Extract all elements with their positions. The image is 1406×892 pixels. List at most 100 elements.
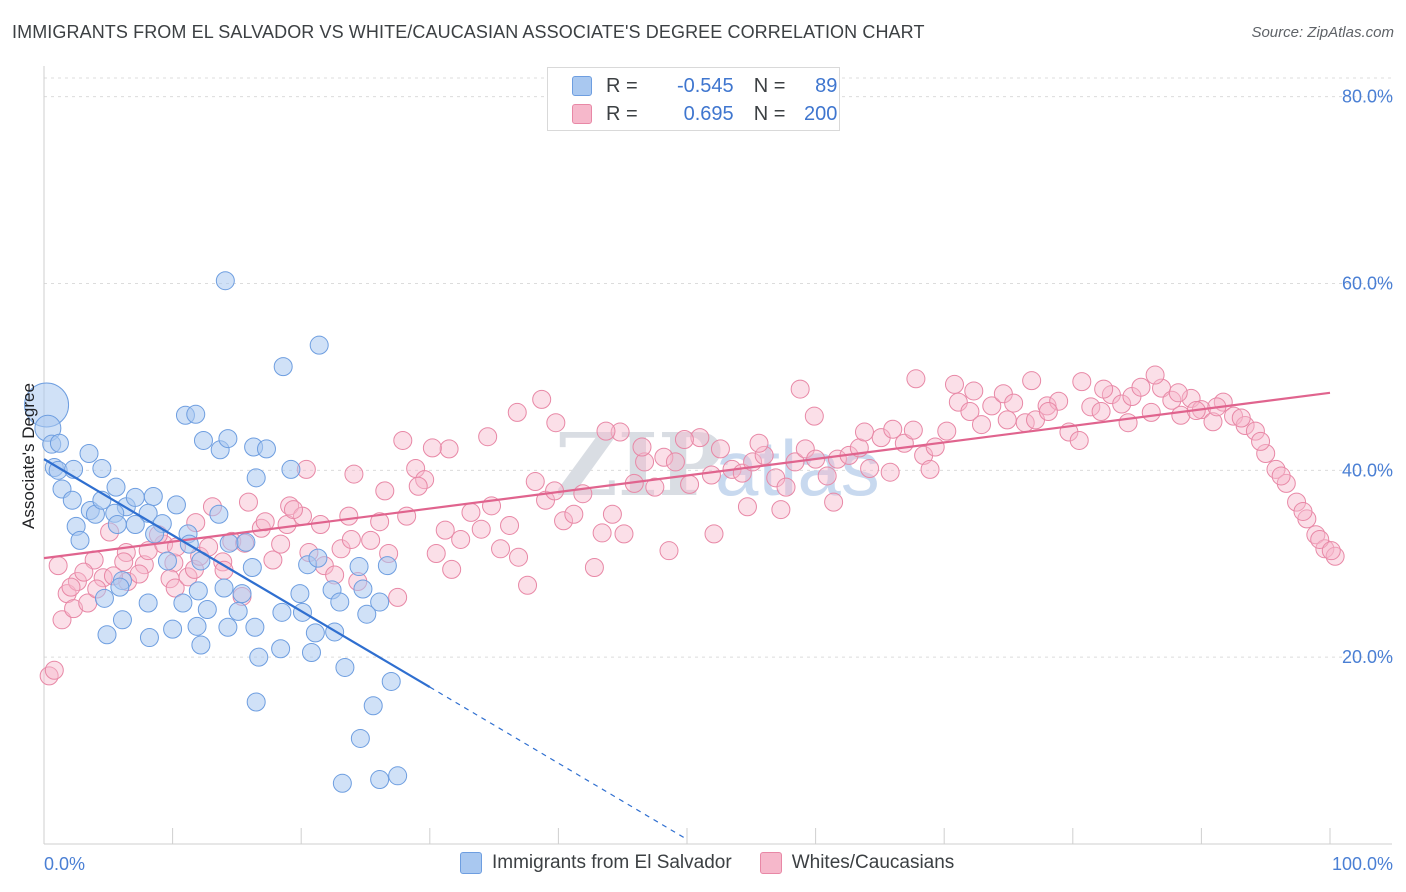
el-salvador-point — [271, 639, 291, 659]
legend-n-value: 200 — [804, 102, 838, 125]
whites-point — [737, 497, 757, 517]
whites-point — [238, 492, 258, 512]
el-salvador-point — [309, 335, 329, 355]
el-salvador-point — [330, 592, 350, 612]
el-salvador-point — [92, 458, 112, 478]
whites-point — [1162, 390, 1182, 410]
el-salvador-point — [249, 647, 269, 667]
legend-n-label: N = — [753, 74, 786, 97]
whites-point — [1231, 408, 1251, 428]
el-salvador-point — [377, 556, 397, 576]
whites-point — [478, 427, 498, 447]
whites-point — [964, 381, 984, 401]
whites-point — [263, 550, 283, 570]
whites-point — [610, 422, 630, 442]
el-salvador-point — [305, 623, 325, 643]
el-salvador-point — [157, 551, 177, 571]
el-salvador-point — [138, 593, 158, 613]
whites-point — [500, 515, 520, 535]
legend-row-whites: R = 0.695 N = 200 — [572, 101, 837, 127]
el-salvador-point — [353, 579, 373, 599]
legend-n-label: N = — [753, 102, 786, 125]
el-salvador-point — [218, 429, 238, 449]
whites-point — [1037, 396, 1057, 416]
whites-point — [393, 430, 413, 450]
whites-point — [971, 415, 991, 435]
whites-point — [920, 459, 940, 479]
whites-point — [1245, 421, 1265, 441]
whites-point — [690, 428, 710, 448]
whites-point — [178, 567, 198, 587]
whites-point — [883, 419, 903, 439]
legend-r-value: 0.695 — [683, 102, 734, 125]
el-salvador-point — [332, 773, 352, 793]
el-salvador-point — [97, 625, 117, 645]
x-tick-label: 0.0% — [44, 854, 85, 874]
y-axis-label: Associate's Degree — [19, 383, 38, 529]
whites-point — [1271, 466, 1291, 486]
el-salvador-point — [236, 532, 256, 552]
whites-point — [129, 564, 149, 584]
whites-point — [44, 660, 64, 680]
whites-point — [776, 477, 796, 497]
legend-r-label: R = — [606, 74, 638, 97]
whites-point — [271, 534, 291, 554]
el-salvador-point — [350, 728, 370, 748]
el-salvador-point — [49, 433, 69, 453]
whites-point — [1004, 393, 1024, 413]
el-salvador-point — [246, 468, 266, 488]
whites-point — [439, 439, 459, 459]
whites-point — [509, 547, 529, 567]
whites-point — [1321, 541, 1341, 561]
whites-point — [375, 481, 395, 501]
legend-r-value: -0.545 — [676, 74, 734, 97]
whites-point — [795, 439, 815, 459]
whites-point — [824, 492, 844, 512]
el-salvador-point — [370, 770, 390, 790]
pink-swatch — [572, 104, 592, 124]
whites-point — [790, 379, 810, 399]
whites-point — [1203, 412, 1223, 432]
whites-point — [804, 406, 824, 426]
whites-point — [426, 543, 446, 563]
whites-point — [614, 524, 634, 544]
whites-point — [1038, 401, 1058, 421]
whites-point — [1069, 430, 1089, 450]
whites-point — [134, 555, 154, 575]
whites-point — [754, 445, 774, 465]
whites-point — [1251, 431, 1271, 451]
el-salvador-point — [193, 430, 213, 450]
whites-point — [48, 556, 68, 576]
el-salvador-point — [106, 477, 126, 497]
el-salvador-point — [228, 601, 248, 621]
whites-point — [341, 529, 361, 549]
whites-point — [1094, 379, 1114, 399]
el-salvador-point — [245, 617, 265, 637]
whites-point — [1112, 394, 1132, 414]
whites-point — [507, 402, 527, 422]
el-salvador-point — [246, 692, 266, 712]
el-salvador-point — [143, 486, 163, 506]
whites-point — [1310, 529, 1330, 549]
legend-label: Whites/Caucasians — [791, 852, 955, 873]
whites-point — [1091, 401, 1111, 421]
el-salvador-point — [290, 584, 310, 604]
el-salvador-point — [363, 696, 383, 716]
whites-point — [960, 401, 980, 421]
whites-point — [906, 369, 926, 389]
whites-point — [370, 512, 390, 532]
whites-point — [665, 452, 685, 472]
el-salvador-trend-extension — [429, 686, 688, 840]
el-salvador-point — [62, 490, 82, 510]
whites-point — [1118, 413, 1138, 433]
whites-point — [165, 578, 185, 598]
whites-point — [860, 458, 880, 478]
whites-point — [854, 422, 874, 442]
whites-point — [344, 464, 364, 484]
watermark-zip: ZIP — [555, 415, 723, 516]
el-salvador-point — [256, 439, 276, 459]
legend-item-whites: Whites/Caucasians — [759, 852, 955, 874]
el-salvador-point — [188, 581, 208, 601]
legend-row-el-salvador: R = -0.545 N = 89 — [572, 73, 837, 99]
